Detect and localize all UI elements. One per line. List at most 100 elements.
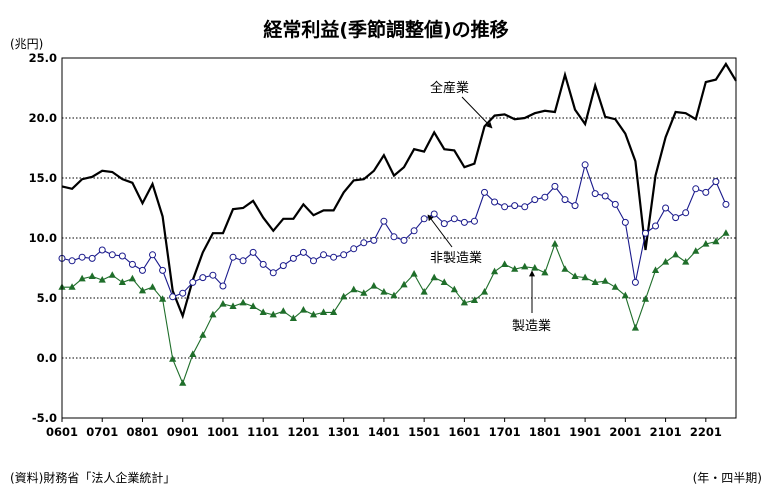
- data-point-manufacturing: [712, 237, 720, 245]
- data-point-manufacturing: [138, 286, 147, 294]
- data-point-manufacturing: [410, 270, 418, 277]
- data-point-manufacturing: [148, 283, 157, 290]
- data-point-manufacturing: [340, 292, 348, 300]
- data-point-manufacturing: [390, 291, 398, 299]
- data-point-non-manufacturing: [722, 200, 730, 208]
- data-point-manufacturing: [561, 265, 569, 272]
- data-point-manufacturing: [420, 288, 428, 295]
- leader-arrow-all-industries: [461, 96, 493, 129]
- data-point-manufacturing: [611, 283, 619, 290]
- data-point-non-manufacturing: [88, 254, 96, 262]
- data-point-manufacturing: [692, 247, 700, 254]
- data-point-manufacturing: [661, 258, 670, 265]
- data-point-non-manufacturing: [571, 202, 579, 210]
- x-tick-label: 0901: [167, 425, 199, 439]
- data-point-non-manufacturing: [470, 217, 478, 225]
- data-point-non-manufacturing: [460, 218, 468, 226]
- data-point-non-manufacturing: [249, 248, 257, 256]
- y-tick-label: 25.0: [29, 51, 57, 65]
- data-point-non-manufacturing: [692, 185, 700, 193]
- data-point-manufacturing: [541, 268, 549, 276]
- data-point-manufacturing: [68, 283, 76, 290]
- data-point-non-manufacturing: [68, 257, 76, 265]
- data-point-manufacturing: [631, 324, 640, 331]
- data-point-non-manufacturing: [108, 251, 116, 259]
- x-tick-label: 1701: [489, 425, 521, 439]
- data-point-non-manufacturing: [551, 182, 559, 190]
- data-point-manufacturing: [581, 273, 589, 281]
- data-point-non-manufacturing: [350, 245, 358, 253]
- data-point-manufacturing: [229, 302, 237, 309]
- series-lines: [61, 61, 737, 385]
- data-point-non-manufacturing: [712, 178, 720, 186]
- data-point-non-manufacturing: [320, 251, 328, 259]
- data-point-non-manufacturing: [511, 202, 519, 210]
- data-point-manufacturing: [209, 310, 217, 318]
- data-point-non-manufacturing: [199, 274, 207, 282]
- data-point-manufacturing: [571, 272, 579, 279]
- chart-title: 経常利益(季節調整値)の推移: [263, 18, 508, 41]
- series-line-1: [61, 162, 727, 298]
- data-point-manufacturing: [78, 274, 86, 282]
- data-point-manufacturing: [289, 314, 297, 321]
- x-axis-ticks: 0601 0701 0801 0901 1001 1101 1201 1301 1401 1501…: [46, 418, 722, 439]
- data-point-manufacturing: [430, 273, 438, 281]
- data-point-manufacturing: [450, 285, 458, 293]
- data-point-non-manufacturing: [450, 215, 458, 223]
- data-point-manufacturing: [360, 289, 368, 296]
- leader-arrow-non-manufacturing: [427, 214, 453, 248]
- x-tick-label: 1801: [529, 425, 561, 439]
- data-point-manufacturing: [219, 300, 227, 307]
- data-point-manufacturing: [702, 240, 710, 247]
- data-point-manufacturing: [330, 308, 338, 315]
- data-point-non-manufacturing: [672, 214, 680, 222]
- data-point-non-manufacturing: [390, 233, 398, 241]
- data-point-non-manufacturing: [159, 266, 167, 274]
- data-point-non-manufacturing: [340, 251, 348, 259]
- data-point-manufacturing: [269, 310, 277, 318]
- data-point-manufacturing: [722, 229, 730, 236]
- data-point-manufacturing: [259, 308, 267, 315]
- data-point-non-manufacturing: [229, 253, 237, 261]
- data-point-manufacturing: [249, 302, 257, 309]
- data-point-non-manufacturing: [269, 269, 277, 277]
- plot-area-frame: [61, 57, 737, 419]
- x-tick-label: 0801: [126, 425, 158, 439]
- data-point-non-manufacturing: [531, 196, 539, 204]
- data-point-manufacturing: [309, 310, 318, 318]
- data-point-non-manufacturing: [491, 198, 499, 206]
- series-line-2: [62, 232, 727, 385]
- data-point-non-manufacturing: [330, 253, 338, 261]
- y-axis-ticks: 25.0 20.0 15.0 10.0 5.0 0.0 -5.0: [29, 51, 57, 425]
- data-point-non-manufacturing: [601, 192, 609, 200]
- data-point-manufacturing: [470, 296, 479, 303]
- y-tick-label: 20.0: [29, 111, 57, 125]
- data-point-non-manufacturing: [239, 257, 247, 265]
- data-point-non-manufacturing: [259, 260, 267, 268]
- data-point-non-manufacturing: [118, 252, 126, 260]
- x-tick-label: 1001: [207, 425, 239, 439]
- data-point-manufacturing: [88, 272, 96, 279]
- data-point-manufacturing: [641, 295, 650, 302]
- data-point-non-manufacturing: [561, 196, 569, 204]
- data-point-manufacturing: [511, 265, 519, 272]
- data-point-non-manufacturing: [420, 215, 428, 223]
- data-point-non-manufacturing: [78, 253, 86, 261]
- data-point-manufacturing: [440, 278, 448, 285]
- x-tick-label: 1301: [328, 425, 360, 439]
- data-point-non-manufacturing: [400, 236, 408, 244]
- data-point-non-manufacturing: [138, 266, 146, 274]
- data-point-manufacturing: [651, 266, 660, 273]
- data-point-manufacturing: [128, 274, 137, 282]
- x-tick-label: 1601: [448, 425, 480, 439]
- x-axis-unit: (年・四半期): [693, 471, 762, 485]
- data-point-non-manufacturing: [189, 278, 197, 286]
- grid-lines: [62, 117, 736, 359]
- data-point-non-manufacturing: [481, 188, 489, 196]
- data-point-manufacturing: [490, 267, 499, 275]
- data-point-non-manufacturing: [430, 210, 438, 218]
- data-point-manufacturing: [601, 277, 609, 284]
- y-axis-unit: (兆円): [10, 37, 43, 51]
- data-point-non-manufacturing: [279, 262, 287, 270]
